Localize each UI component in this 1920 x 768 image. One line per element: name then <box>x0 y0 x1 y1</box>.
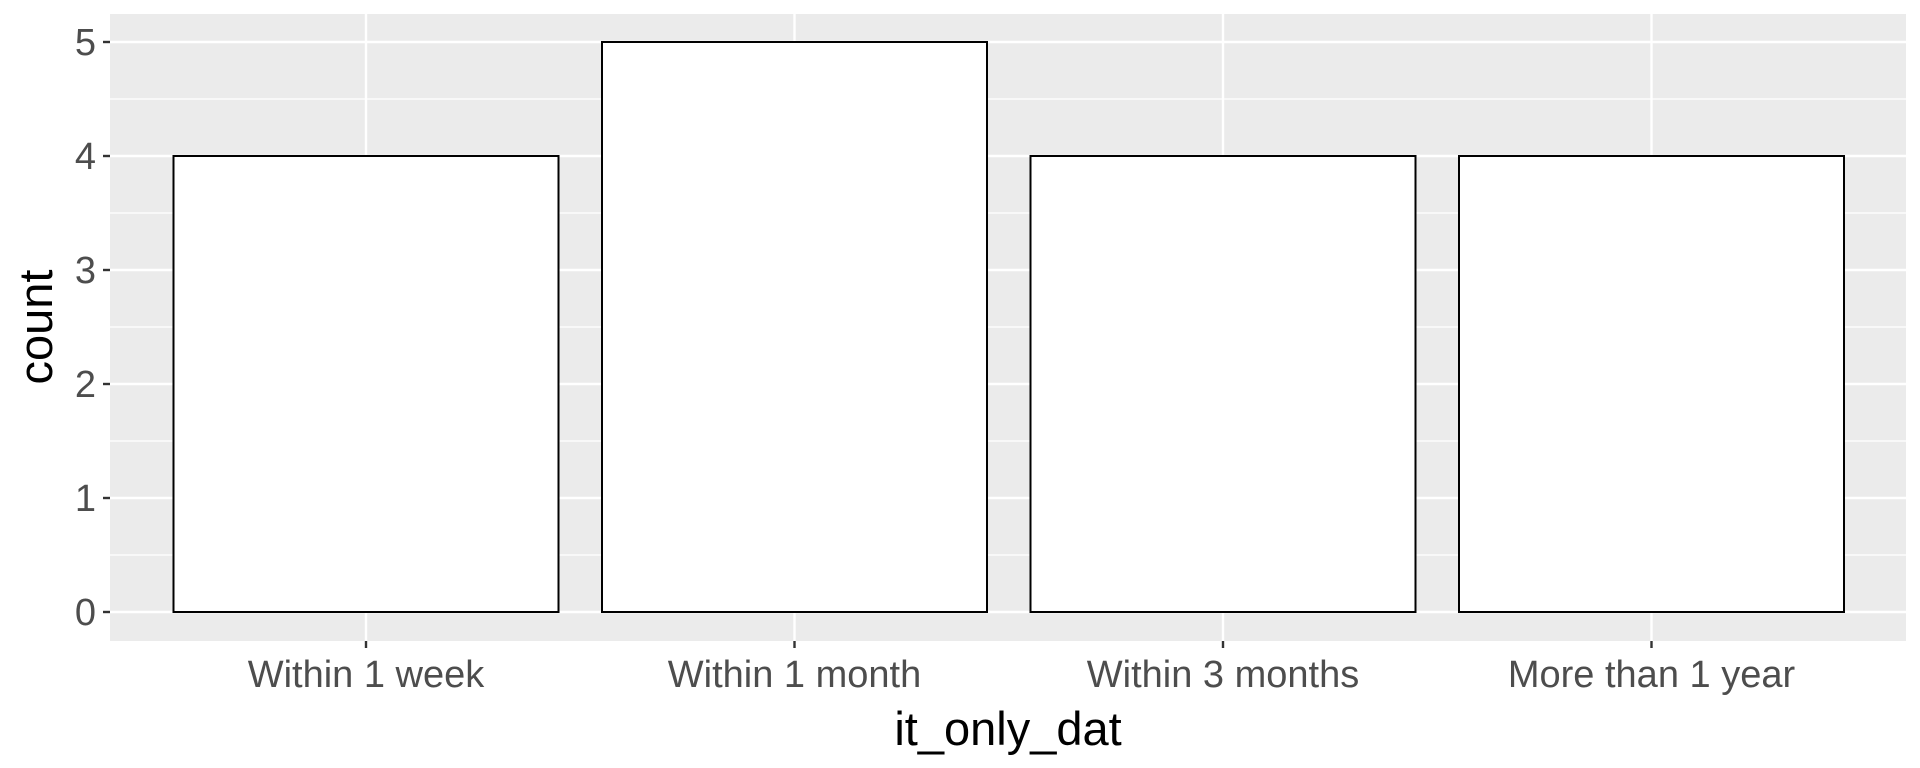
x-axis-ticks: Within 1 week Within 1 month Within 3 mont… <box>248 641 1796 696</box>
x-tick-label: More than 1 year <box>1508 654 1796 696</box>
y-tick-label: 1 <box>75 478 96 520</box>
y-tick-label: 5 <box>75 22 96 64</box>
y-axis-title: count <box>9 270 62 385</box>
x-tick-label: Within 3 months <box>1087 654 1359 696</box>
bar <box>1458 155 1845 613</box>
x-tick-label: Within 1 month <box>668 654 921 696</box>
x-axis-title: it_only_dat <box>894 702 1121 755</box>
bar <box>601 41 988 613</box>
y-tick-label: 3 <box>75 250 96 292</box>
y-tick-label: 4 <box>75 136 96 178</box>
bar <box>172 155 560 613</box>
bar <box>1029 155 1417 613</box>
y-tick-label: 2 <box>75 364 96 406</box>
y-tick-label: 0 <box>75 592 96 634</box>
y-axis-ticks: 0 1 2 3 4 5 <box>75 22 110 634</box>
bars <box>172 41 1845 613</box>
x-tick-label: Within 1 week <box>248 654 486 696</box>
